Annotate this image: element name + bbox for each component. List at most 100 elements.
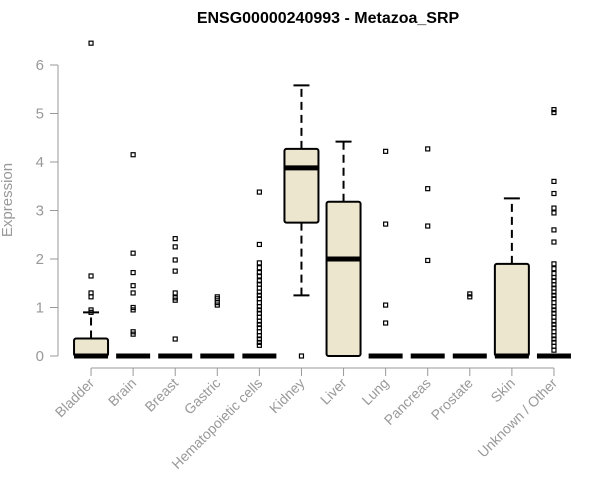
outlier-point (551, 289, 557, 295)
outlier-point (172, 244, 178, 250)
outlier-point (551, 205, 557, 211)
outlier-point (467, 294, 473, 300)
x-tick-label: Breast (141, 375, 181, 415)
outlier-point (88, 273, 94, 279)
y-tick-label: 6 (36, 57, 44, 74)
box-group (242, 189, 277, 359)
box-group (452, 291, 487, 359)
outlier-point (256, 269, 262, 276)
outlier-point (383, 148, 389, 154)
outlier-point (551, 107, 557, 113)
x-tick-label: Kidney (266, 375, 308, 417)
outlier-point (256, 292, 262, 298)
y-tick-label: 0 (36, 348, 44, 365)
outlier-point (383, 221, 389, 227)
outlier-point (425, 223, 431, 229)
box-group (73, 40, 110, 359)
outlier-point (551, 336, 557, 342)
outlier-point (130, 307, 136, 313)
box-group (410, 146, 445, 359)
x-tick-label: Bladder (52, 375, 98, 421)
outlier-point (172, 268, 178, 274)
outlier-point (551, 307, 557, 313)
outlier-point (88, 40, 94, 46)
outlier-point (551, 178, 557, 184)
outlier-point (256, 289, 262, 295)
outlier-point (130, 331, 136, 337)
outlier-point (551, 261, 557, 267)
outlier-point (383, 320, 389, 326)
outlier-point (256, 342, 262, 348)
outlier-point (172, 336, 178, 342)
y-tick-label: 1 (36, 300, 44, 317)
outlier-point (551, 266, 557, 272)
y-tick-label: 5 (36, 106, 44, 123)
x-tick-label: Brain (105, 375, 139, 409)
box-group (493, 197, 530, 359)
outlier-point (256, 260, 262, 266)
x-tick-label: Prostate (428, 375, 476, 423)
outlier-point (551, 274, 557, 281)
outlier-point (551, 347, 557, 353)
outlier-point (551, 109, 557, 116)
y-tick-label: 2 (36, 251, 44, 268)
box-group (283, 84, 320, 359)
outlier-point (551, 190, 557, 197)
outlier-point (256, 318, 262, 324)
outlier-point (172, 297, 178, 303)
box-group (116, 152, 151, 359)
outlier-point (551, 210, 557, 216)
outlier-point (130, 250, 136, 256)
outlier-point (256, 336, 262, 342)
box-group (200, 294, 235, 359)
box (73, 337, 110, 358)
y-axis: 0 1 2 3 4 5 6 (36, 57, 59, 365)
outlier-point (551, 292, 557, 298)
outlier-point (172, 236, 178, 242)
outlier-point (551, 239, 557, 245)
outlier-point (256, 339, 262, 346)
outlier-point (130, 283, 136, 289)
boxes (73, 40, 571, 359)
outlier-point (551, 227, 557, 233)
box-group (158, 236, 193, 359)
outlier-point (256, 307, 262, 313)
outlier-point (256, 303, 262, 310)
outlier-point (256, 333, 262, 339)
outlier-point (467, 291, 473, 297)
outlier-point (256, 278, 262, 284)
y-tick-label: 4 (36, 154, 44, 171)
outlier-point (172, 290, 178, 296)
box (493, 262, 530, 358)
outlier-point (551, 282, 557, 288)
box-group (325, 140, 362, 357)
x-tick-label: Pancreas (381, 375, 434, 428)
y-axis-label: Expression (0, 163, 16, 237)
outlier-point (256, 273, 262, 279)
outlier-point (298, 353, 305, 359)
outlier-point (551, 303, 557, 310)
outlier-point (425, 186, 431, 192)
outlier-point (551, 321, 557, 328)
outlier-point (425, 146, 431, 152)
y-tick-label: 3 (36, 203, 44, 220)
outlier-point (256, 241, 262, 248)
x-tick-label: Skin (487, 375, 518, 406)
outlier-point (256, 265, 262, 271)
outlier-point (256, 189, 262, 195)
outlier-point (551, 318, 557, 324)
x-tick-label: Unknown / Other (474, 375, 560, 461)
outlier-point (383, 302, 389, 308)
outlier-point (130, 269, 136, 276)
x-tick-label: Lung (358, 375, 391, 408)
outlier-point (425, 257, 431, 264)
outlier-point (551, 333, 557, 339)
outlier-point (172, 257, 178, 263)
outlier-point (130, 290, 136, 296)
chart-title: ENSG00000240993 - Metazoa_SRP (197, 10, 460, 27)
box-group (368, 148, 403, 359)
outlier-point (214, 302, 220, 308)
box (283, 147, 320, 224)
